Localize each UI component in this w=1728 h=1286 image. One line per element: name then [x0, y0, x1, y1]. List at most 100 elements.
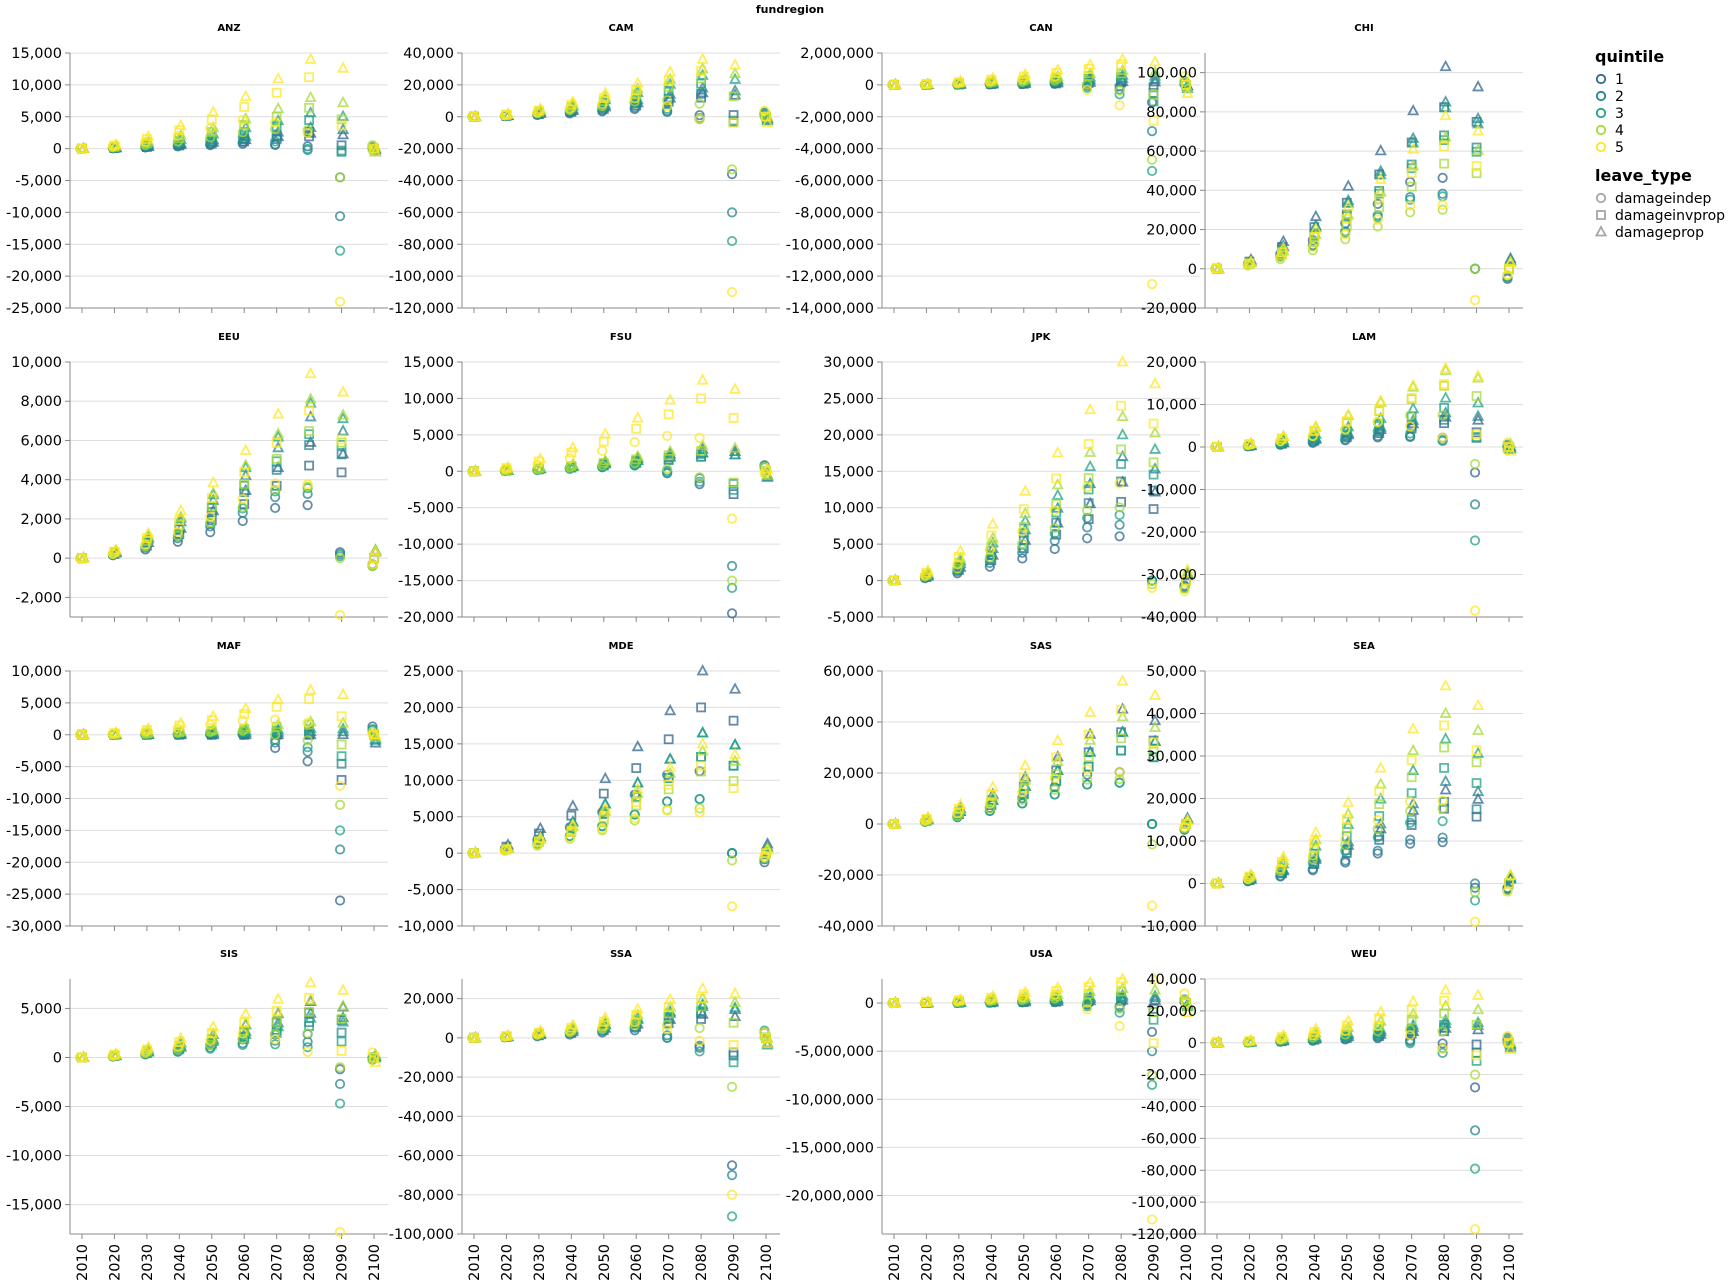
y-tick-label: 5,000	[412, 428, 454, 444]
data-point	[761, 462, 774, 474]
data-point	[239, 467, 250, 477]
y-tick-label: 20,000	[1146, 223, 1197, 239]
x-tick-label: 2040	[984, 1244, 1000, 1281]
data-point	[566, 815, 579, 827]
data-point	[566, 1018, 579, 1030]
facet-weu: WEU 40,000 20,000 0 -20,000 -40,000 -60,000 -80…	[1132, 949, 1523, 1281]
x-tick-label: 2030	[140, 1244, 156, 1281]
data-point	[174, 515, 185, 526]
data-point	[1082, 1004, 1093, 1015]
data-point	[1502, 269, 1513, 280]
data-point	[1405, 796, 1416, 807]
x-tick-label: 2080	[1114, 1244, 1130, 1281]
data-point	[237, 1039, 248, 1050]
data-point	[1084, 745, 1097, 757]
y-tick-label: 0	[53, 728, 62, 744]
facet-title: CHI	[1354, 23, 1373, 34]
data-point	[336, 95, 350, 108]
data-point	[140, 539, 151, 550]
data-point	[304, 694, 315, 704]
data-point	[986, 989, 999, 1001]
y-tick-label: 80,000	[1146, 105, 1197, 121]
y-tick-label: 0	[53, 1050, 62, 1066]
data-point	[1374, 817, 1387, 829]
data-point	[336, 716, 350, 728]
data-point	[270, 492, 281, 503]
data-point	[1116, 459, 1127, 469]
data-point	[726, 513, 738, 524]
data-point	[1148, 426, 1162, 438]
data-point	[1504, 868, 1517, 880]
data-point	[728, 72, 742, 84]
data-point	[1083, 729, 1094, 740]
data-point	[1017, 542, 1028, 553]
y-tick-label: -15,000	[6, 237, 62, 253]
data-point	[1051, 446, 1064, 458]
data-point	[1372, 1025, 1383, 1037]
data-point	[207, 486, 220, 498]
y-tick-label: -5,000	[15, 760, 62, 776]
data-point	[696, 52, 709, 64]
data-point	[664, 393, 677, 405]
data-point	[631, 1002, 644, 1014]
data-point	[1146, 582, 1158, 593]
data-point	[302, 1046, 313, 1057]
data-point	[469, 464, 482, 476]
data-point	[889, 817, 902, 829]
y-tick-label: 20,000	[823, 766, 874, 782]
y-tick-label: 10,000	[11, 664, 62, 680]
data-point	[369, 544, 382, 557]
data-point	[172, 526, 183, 538]
data-point	[1181, 86, 1194, 98]
facet-title: MAF	[217, 641, 242, 652]
facet-title: CAN	[1029, 23, 1052, 34]
data-point	[726, 169, 738, 180]
data-point	[336, 424, 350, 436]
data-point	[270, 139, 281, 151]
data-point	[759, 857, 770, 868]
y-tick-label: -100,000	[1132, 1195, 1197, 1211]
data-point	[662, 1019, 673, 1031]
y-tick-label: -10,000	[6, 205, 62, 221]
data-point	[469, 1030, 482, 1043]
data-point	[270, 117, 281, 128]
y-tick-label: -5,000	[15, 1100, 62, 1116]
x-tick-label: 2100	[1502, 1244, 1518, 1281]
data-point	[1051, 981, 1064, 993]
x-tick-label: 2030	[532, 1244, 548, 1281]
x-tick-label: 2070	[1082, 1244, 1098, 1281]
data-point	[1406, 788, 1417, 799]
y-tick-label: 15,000	[403, 737, 454, 753]
y-tick-label: 40,000	[823, 715, 874, 731]
data-point	[1116, 427, 1129, 440]
data-point	[1372, 814, 1383, 826]
data-point	[77, 141, 90, 154]
data-point	[1181, 814, 1194, 826]
x-tick-label: 2100	[1179, 1244, 1195, 1281]
data-point	[1372, 221, 1383, 232]
data-point	[953, 552, 964, 562]
data-point	[1146, 900, 1158, 911]
data-point	[534, 102, 547, 114]
data-point	[726, 1211, 738, 1222]
data-point	[696, 766, 707, 777]
y-tick-label: 40,000	[1146, 972, 1197, 988]
data-point	[1277, 1028, 1290, 1041]
data-point	[1439, 995, 1450, 1006]
data-point	[986, 517, 999, 529]
data-point	[1146, 575, 1158, 586]
y-tick-label: -40,000	[398, 174, 454, 190]
data-point	[1146, 1214, 1158, 1225]
data-point	[726, 286, 738, 298]
data-point	[336, 775, 347, 785]
y-tick-label: 0	[865, 996, 874, 1012]
legend-label: damageindep	[1615, 191, 1711, 207]
data-point	[1116, 745, 1127, 756]
data-point	[1116, 409, 1129, 422]
data-point	[1439, 363, 1452, 375]
data-point	[302, 143, 313, 154]
y-tick-label: 25,000	[823, 391, 874, 407]
data-point	[694, 1040, 705, 1051]
data-point	[1244, 867, 1258, 880]
data-point	[1439, 361, 1452, 373]
